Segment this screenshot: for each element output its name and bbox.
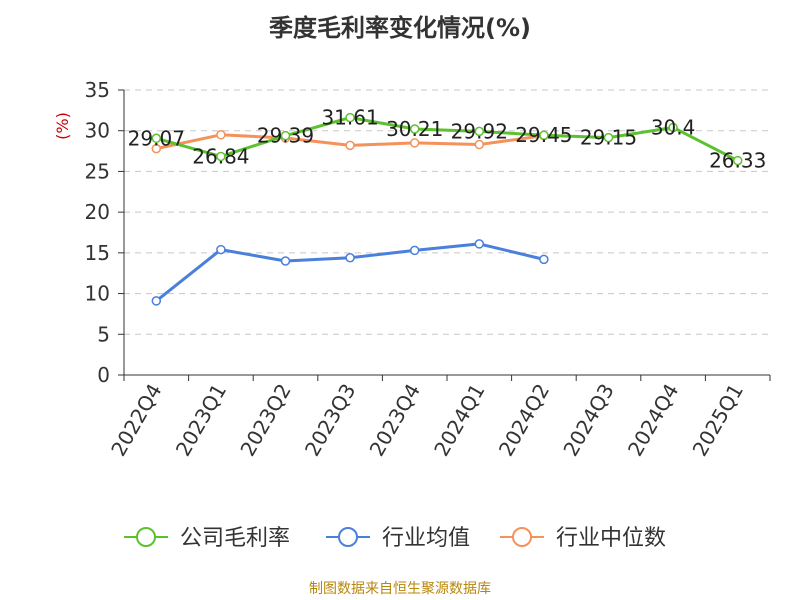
x-tick-label: 2022Q4 [106, 380, 166, 461]
chart-title: 季度毛利率变化情况(%) [269, 14, 531, 42]
legend-label: 行业均值 [382, 526, 470, 551]
x-tick-label: 2025Q1 [688, 380, 748, 461]
data-point [474, 239, 485, 249]
data-point [216, 244, 226, 255]
legend-marker [338, 527, 358, 547]
data-label: 29.92 [451, 119, 508, 143]
data-point [668, 122, 678, 133]
data-label: 31.61 [321, 106, 378, 130]
x-tick-label: 2023Q4 [365, 380, 425, 461]
legend-marker [136, 527, 156, 547]
x-tick-label: 2023Q2 [235, 380, 295, 461]
data-point [732, 155, 743, 166]
data-point [151, 133, 162, 144]
data-labels: 29.07 26.84 29.39 31.61 30.21 29.92 29.45 29.15… [128, 106, 767, 173]
y-tick-label: 30 [85, 119, 110, 143]
data-point [539, 254, 549, 265]
legend-label: 公司毛利率 [180, 526, 290, 551]
data-point [603, 132, 614, 143]
data-point [409, 245, 420, 256]
data-point [539, 130, 549, 140]
y-tick-label: 5 [97, 322, 110, 346]
y-tick-label: 15 [85, 241, 110, 265]
data-point [474, 126, 485, 137]
x-tick-label: 2023Q3 [300, 380, 360, 461]
series-lines [151, 112, 743, 306]
data-point [216, 151, 226, 162]
data-point [280, 130, 291, 141]
data-label: 29.45 [515, 123, 572, 147]
data-point [151, 296, 162, 306]
y-axis-label: (%) [53, 112, 72, 140]
data-point [280, 256, 291, 266]
data-label: 29.39 [257, 124, 314, 148]
data-label: 30.4 [651, 115, 696, 139]
x-tick-label: 2024Q1 [429, 380, 489, 461]
x-tick-label: 2024Q3 [558, 380, 618, 461]
x-tick-label: 2023Q1 [171, 380, 231, 461]
data-label: 26.84 [192, 144, 249, 168]
series-line-0 [155, 116, 739, 162]
data-point [409, 138, 420, 148]
data-label: 26.33 [709, 149, 766, 173]
data-point [409, 124, 420, 134]
data-point [216, 130, 226, 140]
x-tick-label: 2024Q4 [623, 380, 683, 461]
source-note: 制图数据来自恒生聚源数据库 [309, 581, 491, 597]
data-point [345, 252, 355, 263]
legend-label: 行业中位数 [556, 526, 666, 551]
x-tick-label: 2024Q2 [494, 380, 554, 461]
data-point [345, 112, 355, 123]
data-label: 30.21 [386, 117, 443, 141]
data-point [345, 140, 355, 151]
data-label: 29.15 [580, 126, 637, 150]
y-tick-label: 10 [85, 282, 110, 306]
data-point [474, 139, 485, 150]
y-tick-label: 25 [85, 159, 110, 183]
data-label: 29.07 [128, 126, 185, 150]
y-tick-label: 20 [85, 200, 110, 224]
legend-marker [512, 527, 532, 547]
legend: 公司毛利率 行业均值 行业中位数 [124, 526, 666, 551]
data-point [151, 143, 162, 154]
y-tick-label: 0 [97, 363, 110, 387]
y-tick-label: 35 [85, 78, 110, 102]
